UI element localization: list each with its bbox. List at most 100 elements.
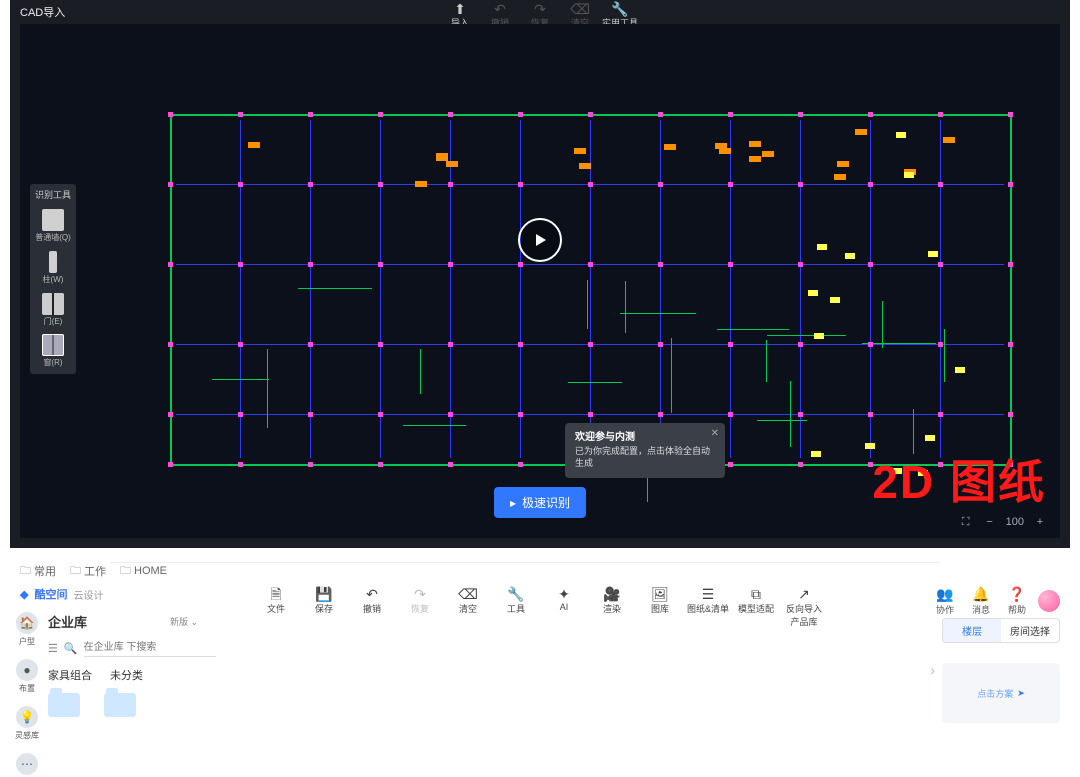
primary-action-label: 极速识别 (522, 494, 570, 511)
library-panel: 企业库 新版 ⌄ ☰ 🔍 家具组合未分类 (48, 612, 198, 717)
toolbar-label: 图纸&清单 (687, 604, 729, 614)
toolbar-button[interactable]: ☰ 图纸&清单 (686, 586, 730, 628)
toolbar-button[interactable]: ⧉模型适配 (734, 586, 778, 628)
tool-label: 柱(W) (43, 276, 64, 285)
segment-option[interactable]: 楼层 (943, 619, 1001, 642)
category-tab[interactable]: 未分类 (110, 667, 143, 683)
rail-icon: ● (16, 659, 38, 681)
right-panel: 楼层房间选择 点击方案 ➤ (942, 618, 1060, 723)
toolbar-button[interactable]: ↗反向导入产品库 (782, 586, 826, 628)
toolbar-button[interactable]: 🔧工具 (494, 586, 538, 628)
folder-icon: 🗀 (20, 562, 31, 581)
header-icon: 🔔 (966, 586, 996, 603)
tool-item[interactable]: 门(E) (30, 289, 76, 331)
watermark-text: 2D 图纸 (872, 446, 1046, 512)
header-action[interactable]: 🔔消息 (966, 586, 996, 616)
left-rail: 🏠户型 ●布置 💡灵感库 ⋯ (10, 612, 44, 777)
segment-option[interactable]: 房间选择 (1001, 619, 1059, 642)
breadcrumb-tab[interactable]: 🗀HOME (120, 562, 167, 581)
breadcrumb-tab[interactable]: 🗀工作 (70, 562, 106, 581)
toolbar-icon: ⬆ (442, 2, 478, 16)
fit-screen-icon[interactable]: ⛶ (958, 514, 974, 530)
cad-canvas[interactable]: 识别工具 普通墙(Q)柱(W)门(E)窗(R) ✕ 欢迎参与内测 已为你完成配置… (20, 24, 1060, 538)
tool-panel-title: 识别工具 (30, 188, 76, 205)
rail-item[interactable]: ⋯ (12, 753, 42, 777)
zoom-value: 100 (1006, 516, 1024, 528)
header-action[interactable]: ❓帮助 (1002, 586, 1032, 616)
panel-version-badge[interactable]: 新版 ⌄ (170, 615, 198, 628)
toolbar-button[interactable]: ↶撤销 (350, 586, 394, 628)
toolbar-icon: 🔧 (602, 2, 638, 16)
rail-icon: 🏠 (16, 612, 38, 634)
folder-icon[interactable] (104, 693, 136, 717)
rail-item[interactable]: 💡灵感库 (12, 706, 42, 741)
toolbar-icon: ↷ (398, 586, 442, 602)
header-action[interactable]: 👥协作 (930, 586, 960, 616)
tool-item[interactable]: 柱(W) (30, 247, 76, 289)
tool-swatch-icon (42, 209, 64, 231)
zoom-out-icon[interactable]: − (982, 514, 998, 530)
folder-icon: 🗀 (120, 562, 131, 581)
quick-recognize-button[interactable]: ▸ 极速识别 (494, 487, 586, 518)
cad-app: CAD导入 ⬆导入↶撤销↷恢复⌫清空🔧实用工具 ▾ 识别工具 普通墙(Q)柱(W… (10, 0, 1070, 548)
tool-label: 门(E) (44, 318, 63, 327)
logo-icon: ◆ (20, 588, 28, 601)
close-icon[interactable]: ✕ (711, 427, 719, 441)
toolbar-icon: ☰ (686, 586, 730, 602)
tool-item[interactable]: 窗(R) (30, 330, 76, 372)
toolbar-label: 保存 (315, 604, 333, 614)
tool-label: 窗(R) (43, 359, 62, 368)
tool-swatch-icon (42, 334, 64, 356)
toolbar-button[interactable]: 🎥渲染 (590, 586, 634, 628)
segmented-control[interactable]: 楼层房间选择 (942, 618, 1060, 643)
zoom-in-icon[interactable]: + (1032, 514, 1048, 530)
toolbar-button[interactable]: ✦AI (542, 586, 586, 628)
right-top-actions: 👥协作🔔消息❓帮助 (930, 586, 1060, 616)
toolbar-icon: ↗ (782, 586, 826, 602)
brand-name: 酷空间 (34, 586, 67, 602)
toolbar-label: 渲染 (603, 604, 621, 614)
cad-title: CAD导入 (20, 4, 65, 20)
zoom-controls: ⛶ − 100 + (958, 514, 1048, 530)
rail-item[interactable]: 🏠户型 (12, 612, 42, 647)
minimap-label: 点击方案 (977, 687, 1013, 700)
search-input[interactable] (84, 639, 216, 657)
toolbar-button[interactable]: ⌫ 清空 (446, 586, 490, 628)
collapse-right-icon[interactable]: › (930, 662, 935, 678)
toolbar-icon: ↷ (522, 2, 558, 16)
toolbar-button[interactable]: ↷恢复 (398, 586, 442, 628)
toolbar-icon: ⌫ (562, 2, 598, 16)
toolbar-icon: ✦ (542, 586, 586, 602)
main-toolbar: 🗎文件💾 保存 ↶撤销↷恢复⌫ 清空 🔧工具✦AI🎥渲染🖼图库☰ 图纸&清单 ⧉模型适配↗反… (254, 586, 826, 628)
header-icon: 👥 (930, 586, 960, 603)
toolbar-button[interactable]: 🖼图库 (638, 586, 682, 628)
play-button[interactable] (518, 218, 562, 262)
toolbar-icon: ⧉ (734, 586, 778, 602)
toolbar-button[interactable]: 🗎文件 (254, 586, 298, 628)
avatar[interactable] (1038, 590, 1060, 612)
toolbar-icon: ↶ (350, 586, 394, 602)
toolbar-icon: 💾 (302, 586, 346, 602)
brand-sub: 云设计 (73, 587, 103, 602)
toolbar-label: 清空 (459, 604, 477, 614)
folder-icon: 🗀 (70, 562, 81, 581)
design-app: 🗀常用 🗀工作 🗀HOME ◆ 酷空间 云设计 🗎文件💾 保存 ↶撤销↷恢复⌫ 清空 🔧工具… (10, 562, 1070, 742)
category-tab[interactable]: 家具组合 (48, 667, 92, 683)
folder-icon[interactable] (48, 693, 80, 717)
breadcrumb-tabs: 🗀常用 🗀工作 🗀HOME (10, 562, 1070, 580)
toolbar-icon: ⌫ (446, 586, 490, 602)
panel-title: 企业库 (48, 612, 87, 631)
filter-icon[interactable]: ☰ (48, 642, 58, 655)
breadcrumb-tab[interactable]: 🗀常用 (20, 562, 56, 581)
toolbar-label: 文件 (267, 604, 285, 614)
rail-item[interactable]: ●布置 (12, 659, 42, 694)
toolbar-icon: ↶ (482, 2, 518, 16)
recognition-tool-panel: 识别工具 普通墙(Q) 柱(W) 门(E) 窗(R) (30, 184, 76, 374)
toolbar-icon: 🔧 (494, 586, 538, 602)
bolt-icon: ▸ (510, 496, 516, 510)
tool-item[interactable]: 普通墙(Q) (30, 205, 76, 247)
rail-icon: ⋯ (16, 753, 38, 775)
toolbar-button[interactable]: 💾 保存 (302, 586, 346, 628)
rail-icon: 💡 (16, 706, 38, 728)
minimap[interactable]: 点击方案 ➤ (942, 663, 1060, 723)
